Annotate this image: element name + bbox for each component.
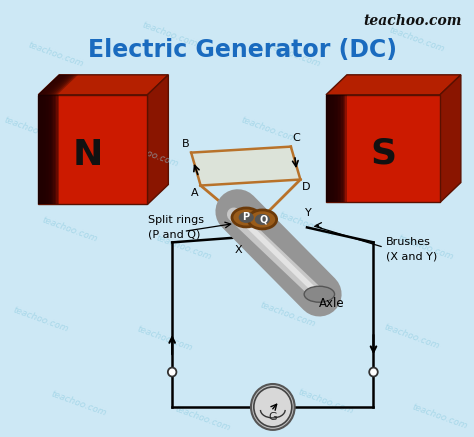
Text: teachoo.com: teachoo.com [368, 140, 426, 169]
Polygon shape [38, 95, 48, 205]
Polygon shape [326, 95, 331, 202]
Text: teachoo.com: teachoo.com [27, 41, 84, 69]
Polygon shape [326, 95, 340, 202]
Text: Split rings
(P and Q): Split rings (P and Q) [148, 215, 204, 239]
Polygon shape [38, 75, 67, 95]
Polygon shape [147, 75, 168, 205]
Polygon shape [38, 75, 74, 95]
Polygon shape [326, 95, 338, 202]
Text: teachoo.com: teachoo.com [364, 14, 462, 28]
Polygon shape [38, 75, 78, 95]
Text: D: D [302, 181, 311, 191]
Text: teachoo.com: teachoo.com [387, 26, 445, 54]
Text: G: G [268, 412, 277, 422]
Polygon shape [38, 95, 58, 205]
Circle shape [369, 368, 378, 377]
Polygon shape [38, 75, 65, 95]
Ellipse shape [304, 286, 335, 302]
Text: teachoo.com: teachoo.com [173, 405, 231, 433]
Polygon shape [326, 95, 346, 202]
Ellipse shape [232, 208, 261, 227]
Polygon shape [326, 95, 341, 202]
Text: teachoo.com: teachoo.com [121, 140, 179, 169]
Polygon shape [38, 95, 147, 205]
Text: teachoo.com: teachoo.com [155, 233, 212, 262]
Polygon shape [191, 147, 301, 186]
Text: teachoo.com: teachoo.com [140, 21, 198, 49]
Polygon shape [326, 95, 347, 202]
Text: N: N [73, 138, 103, 172]
Polygon shape [38, 95, 59, 205]
Polygon shape [38, 75, 76, 95]
Polygon shape [38, 75, 69, 95]
Polygon shape [38, 95, 51, 205]
Text: X: X [235, 245, 242, 255]
Polygon shape [38, 75, 71, 95]
Text: teachoo.com: teachoo.com [240, 115, 298, 144]
Polygon shape [38, 95, 54, 205]
Circle shape [254, 387, 292, 427]
Polygon shape [38, 95, 56, 205]
Text: teachoo.com: teachoo.com [297, 388, 355, 416]
Polygon shape [38, 95, 49, 205]
Text: Q: Q [259, 215, 267, 225]
Circle shape [251, 384, 295, 430]
Polygon shape [326, 95, 337, 202]
Text: teachoo.com: teachoo.com [50, 390, 108, 418]
Circle shape [168, 368, 176, 377]
Text: teachoo.com: teachoo.com [12, 305, 70, 333]
Ellipse shape [238, 212, 254, 223]
Text: A: A [191, 187, 199, 198]
Ellipse shape [255, 214, 270, 225]
Polygon shape [326, 95, 333, 202]
Polygon shape [326, 95, 343, 202]
Text: Axle: Axle [319, 297, 345, 310]
Text: Y: Y [305, 208, 312, 218]
Text: teachoo.com: teachoo.com [397, 233, 455, 262]
Polygon shape [38, 95, 55, 205]
Text: P: P [242, 212, 249, 222]
Text: B: B [182, 139, 189, 149]
Polygon shape [38, 75, 168, 95]
Text: teachoo.com: teachoo.com [259, 300, 317, 328]
Polygon shape [326, 95, 440, 202]
Text: teachoo.com: teachoo.com [264, 41, 322, 69]
Text: Brushes
(X and Y): Brushes (X and Y) [386, 237, 437, 261]
Text: Electric Generator (DC): Electric Generator (DC) [88, 38, 397, 62]
Polygon shape [38, 95, 46, 205]
Polygon shape [326, 95, 344, 202]
Polygon shape [326, 95, 334, 202]
Text: teachoo.com: teachoo.com [3, 115, 61, 144]
Text: teachoo.com: teachoo.com [383, 323, 440, 351]
Polygon shape [38, 75, 73, 95]
Text: teachoo.com: teachoo.com [41, 215, 99, 243]
Polygon shape [326, 75, 461, 95]
Text: S: S [370, 137, 396, 170]
Ellipse shape [248, 210, 277, 229]
Text: teachoo.com: teachoo.com [136, 325, 193, 354]
Polygon shape [38, 95, 44, 205]
Polygon shape [38, 95, 45, 205]
Polygon shape [440, 75, 461, 202]
Text: C: C [293, 133, 301, 142]
Text: teachoo.com: teachoo.com [411, 403, 469, 431]
Polygon shape [326, 95, 336, 202]
Text: teachoo.com: teachoo.com [278, 210, 336, 239]
Polygon shape [38, 95, 52, 205]
